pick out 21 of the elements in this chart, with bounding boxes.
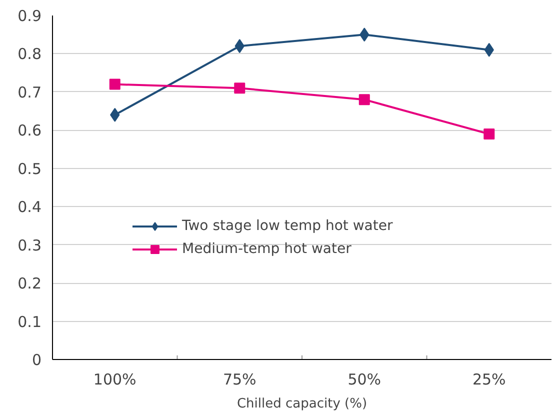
legend-label: Medium-temp hot water [182, 241, 352, 257]
x-tick-label: 25% [472, 370, 506, 388]
legend-label: Two stage low temp hot water [182, 218, 393, 234]
x-tick-label: 100% [93, 370, 136, 388]
y-tick-label: 0.3 [18, 236, 42, 254]
y-tick-label: 0.7 [18, 83, 42, 102]
y-tick-label: 0.5 [18, 160, 42, 178]
y-tick-label: 0 [32, 351, 42, 369]
point [358, 94, 370, 106]
y-tick-label: 0.6 [18, 122, 42, 140]
x-axis-title: Chilled capacity (%) [236, 396, 368, 412]
y-tick-label: 0.2 [18, 274, 42, 293]
x-tick-label: 50% [348, 370, 382, 388]
y-tick-label: 0.8 [18, 45, 42, 64]
point [109, 78, 120, 90]
y-tick-label: 0.1 [18, 312, 42, 331]
y-tick-label: 0.9 [18, 7, 42, 25]
point [234, 82, 246, 94]
y-tick-label: 0.4 [18, 198, 42, 216]
point [484, 128, 495, 140]
x-tick-label: 75% [222, 370, 256, 388]
